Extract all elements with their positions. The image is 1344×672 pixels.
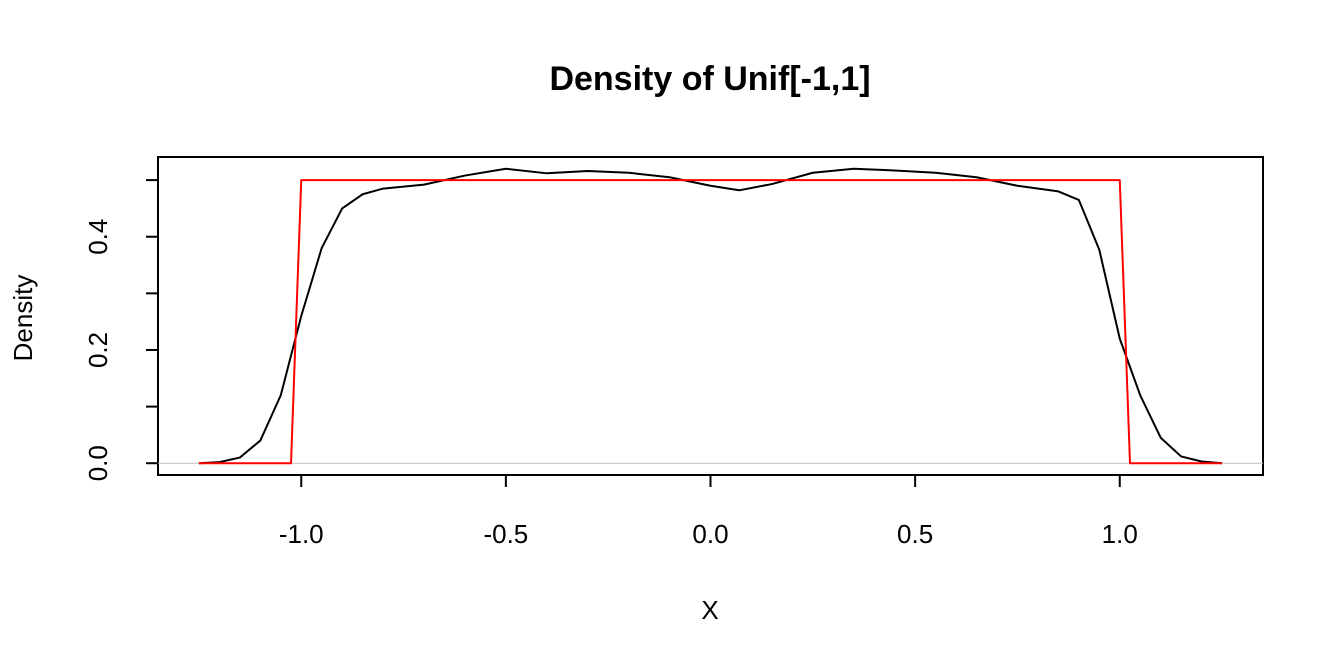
x-tick-label: 1.0: [1102, 519, 1138, 549]
y-axis-label: Density: [8, 275, 38, 362]
density-line: [198, 167, 1223, 465]
x-tick-label: 0.0: [692, 519, 728, 549]
y-tick-label: 0.2: [83, 332, 113, 368]
chart-title: Density of Unif[-1,1]: [549, 60, 870, 98]
density-line: [198, 179, 1223, 465]
y-tick-label: 0.0: [83, 445, 113, 481]
y-tick-label: 0.4: [83, 219, 113, 255]
x-tick-label: -1.0: [279, 519, 324, 549]
x-tick-label: 0.5: [897, 519, 933, 549]
x-axis-label: X: [701, 595, 718, 625]
plot-box: [157, 156, 1264, 476]
x-tick-label: -0.5: [483, 519, 528, 549]
